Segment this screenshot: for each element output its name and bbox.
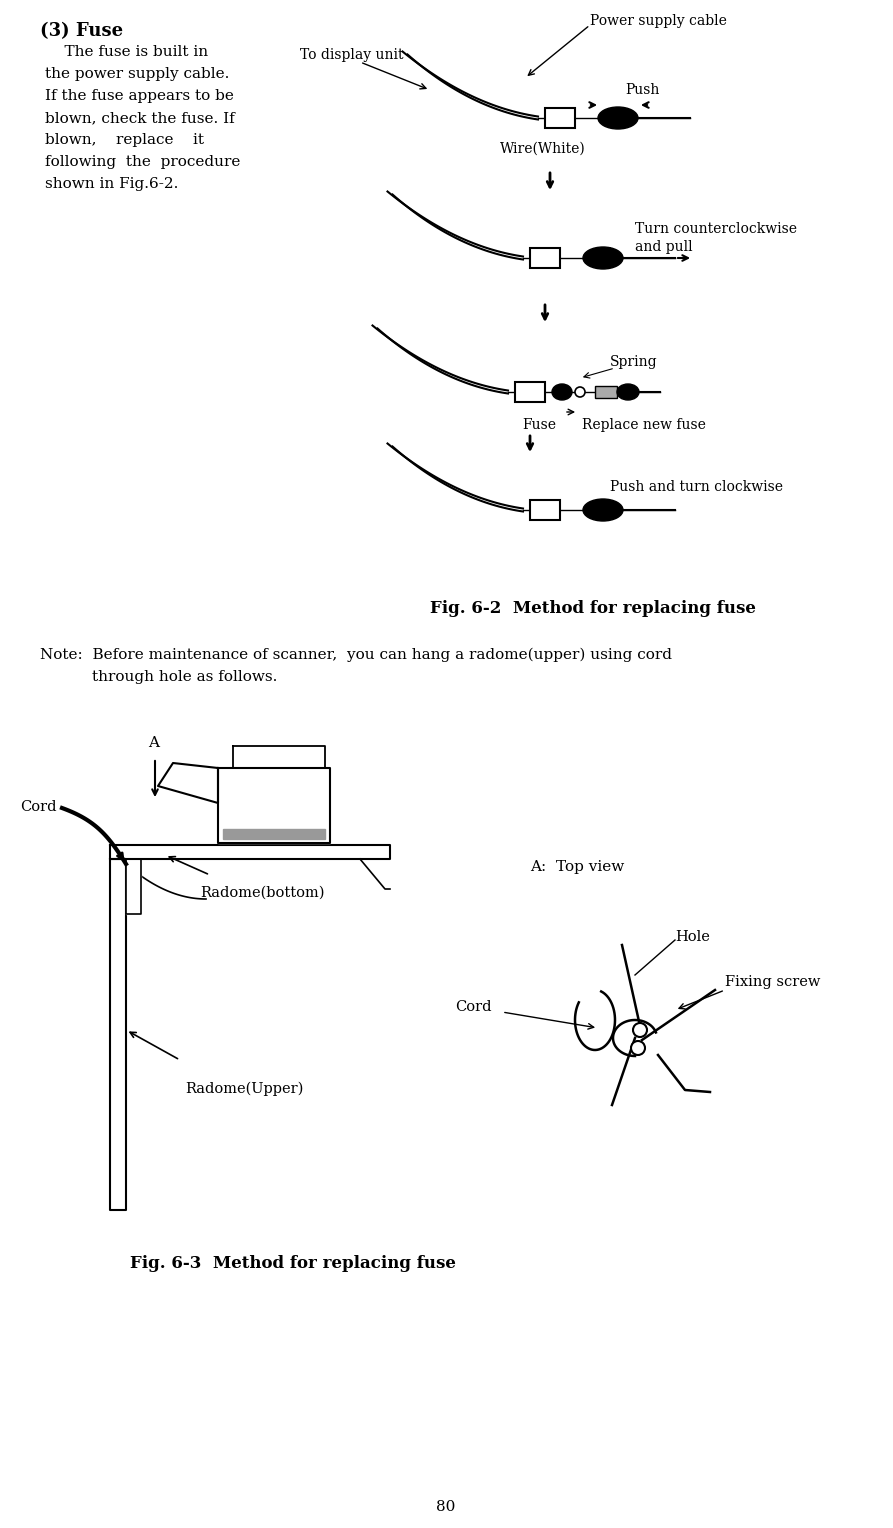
Ellipse shape xyxy=(598,107,638,128)
Text: Spring: Spring xyxy=(610,354,657,368)
Polygon shape xyxy=(126,859,141,914)
Text: (3) Fuse: (3) Fuse xyxy=(40,21,123,40)
Polygon shape xyxy=(233,746,325,769)
Text: Turn counterclockwise: Turn counterclockwise xyxy=(635,222,797,235)
Text: the power supply cable.: the power supply cable. xyxy=(45,67,230,81)
Ellipse shape xyxy=(583,500,623,521)
Text: A: A xyxy=(148,736,159,750)
Text: Cord: Cord xyxy=(455,999,491,1015)
Text: following  the  procedure: following the procedure xyxy=(45,154,240,170)
Text: blown,    replace    it: blown, replace it xyxy=(45,133,204,147)
Bar xyxy=(545,108,575,128)
Text: Radome(Upper): Radome(Upper) xyxy=(185,1082,304,1097)
Ellipse shape xyxy=(617,384,639,400)
Circle shape xyxy=(633,1024,647,1038)
Bar xyxy=(595,387,617,397)
Text: A:  Top view: A: Top view xyxy=(530,860,624,874)
Bar xyxy=(530,248,560,267)
Text: Push: Push xyxy=(625,83,659,96)
Text: Note:  Before maintenance of scanner,  you can hang a radome(upper) using cord: Note: Before maintenance of scanner, you… xyxy=(40,648,672,663)
Text: blown, check the fuse. If: blown, check the fuse. If xyxy=(45,112,235,125)
Text: Push and turn clockwise: Push and turn clockwise xyxy=(610,480,783,494)
Text: To display unit: To display unit xyxy=(300,47,404,63)
Bar xyxy=(530,500,560,520)
Text: The fuse is built in: The fuse is built in xyxy=(45,44,208,60)
Bar xyxy=(515,382,545,402)
Text: Hole: Hole xyxy=(675,931,710,944)
Ellipse shape xyxy=(583,248,623,269)
Text: Replace new fuse: Replace new fuse xyxy=(582,419,705,432)
Text: 80: 80 xyxy=(437,1500,455,1514)
Ellipse shape xyxy=(552,384,572,400)
Polygon shape xyxy=(223,830,325,839)
Circle shape xyxy=(575,387,585,397)
Polygon shape xyxy=(110,859,126,1210)
Text: Fig. 6-3  Method for replacing fuse: Fig. 6-3 Method for replacing fuse xyxy=(130,1254,455,1271)
Text: Wire(White): Wire(White) xyxy=(500,142,586,156)
Polygon shape xyxy=(158,762,218,804)
Polygon shape xyxy=(110,845,390,859)
Text: Radome(bottom): Radome(bottom) xyxy=(200,886,324,900)
Text: Fuse: Fuse xyxy=(522,419,556,432)
Polygon shape xyxy=(218,769,330,843)
Text: through hole as follows.: through hole as follows. xyxy=(92,669,278,685)
Circle shape xyxy=(631,1041,645,1054)
Text: and pull: and pull xyxy=(635,240,693,254)
Text: Power supply cable: Power supply cable xyxy=(590,14,727,28)
Text: Fixing screw: Fixing screw xyxy=(725,975,821,989)
Text: shown in Fig.6-2.: shown in Fig.6-2. xyxy=(45,177,179,191)
Text: Fig. 6-2  Method for replacing fuse: Fig. 6-2 Method for replacing fuse xyxy=(430,601,755,617)
Text: If the fuse appears to be: If the fuse appears to be xyxy=(45,89,234,102)
Text: Cord: Cord xyxy=(20,801,56,814)
